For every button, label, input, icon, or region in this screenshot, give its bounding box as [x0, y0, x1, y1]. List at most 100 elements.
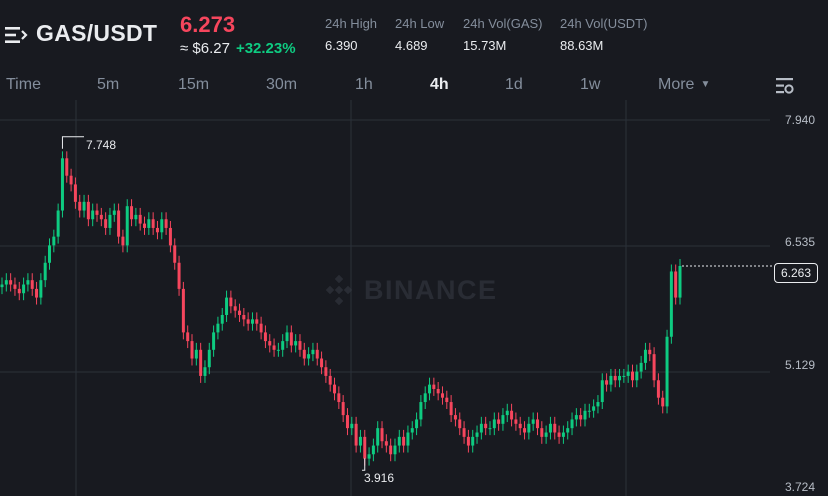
candle	[117, 203, 121, 244]
usd-price-line: ≈ $6.27 +32.23%	[180, 40, 296, 57]
candle	[298, 334, 302, 357]
candle	[592, 399, 596, 418]
chevron-down-icon: ▼	[700, 79, 711, 90]
pair-name[interactable]: GAS/USDT	[36, 20, 158, 46]
candle	[475, 425, 479, 444]
candle	[112, 203, 116, 222]
stat-label: 24h Vol(GAS)	[463, 16, 543, 31]
candle	[376, 421, 380, 453]
candle	[665, 329, 669, 414]
candle	[121, 229, 125, 253]
candle	[91, 203, 95, 227]
candle	[669, 264, 673, 344]
interval-tabs: Time 5m 15m 30m 1h 4h 1d 1w More ▼	[0, 74, 828, 100]
tab-4h[interactable]: 4h	[430, 76, 449, 93]
candle	[445, 390, 449, 410]
chart-settings-icon[interactable]	[774, 76, 796, 96]
stat-24h-vol-quote: 24h Vol(USDT) 88.63M	[560, 16, 647, 53]
price-chart[interactable]: BINANCE 7.940 6.535 5.129 3.724 6.263 7.…	[0, 100, 828, 496]
candle	[613, 368, 617, 388]
candle	[229, 290, 233, 314]
high-annotation: 7.748	[86, 138, 117, 152]
candle	[281, 334, 285, 357]
candle	[333, 377, 337, 401]
tab-30m[interactable]: 30m	[266, 76, 298, 93]
tab-more[interactable]: More ▼	[658, 76, 710, 94]
candle	[320, 351, 324, 375]
candle	[22, 277, 26, 301]
candle	[48, 238, 52, 270]
candle	[618, 368, 622, 388]
stat-value: 15.73M	[463, 38, 507, 53]
candle	[263, 325, 267, 349]
candle	[471, 429, 475, 453]
candle	[415, 412, 419, 436]
candle	[393, 438, 397, 462]
candle	[181, 281, 185, 340]
low-annotation: 3.916	[364, 471, 395, 485]
candle	[535, 412, 539, 436]
candle	[406, 425, 410, 453]
candle	[151, 212, 155, 235]
candle	[423, 386, 427, 410]
candle	[548, 416, 552, 440]
candle	[639, 355, 643, 379]
stat-value: 88.63M	[560, 38, 604, 53]
high-annotation-leader	[61, 136, 84, 149]
candle	[557, 425, 561, 444]
candle	[462, 421, 466, 444]
candle	[605, 373, 609, 392]
candle	[419, 395, 423, 427]
candle	[69, 168, 73, 192]
tab-1w[interactable]: 1w	[580, 76, 601, 93]
candle	[4, 273, 8, 292]
binance-logo-icon	[325, 274, 353, 306]
tab-1d[interactable]: 1d	[505, 76, 523, 93]
candle	[86, 194, 90, 227]
candle	[307, 347, 311, 366]
candle	[324, 360, 328, 383]
candle	[289, 325, 293, 353]
tab-5m[interactable]: 5m	[97, 76, 120, 93]
candle	[30, 273, 34, 296]
candle	[410, 421, 414, 440]
candle	[246, 312, 250, 331]
tab-1h[interactable]: 1h	[355, 76, 373, 93]
candle	[492, 412, 496, 436]
candle	[453, 408, 457, 427]
candle	[250, 312, 254, 331]
stat-value: 6.390	[325, 38, 358, 53]
candle	[626, 364, 630, 383]
candle	[186, 325, 190, 349]
candle	[661, 390, 665, 414]
candle	[272, 338, 276, 357]
chart-canvas[interactable]	[0, 100, 828, 496]
candle	[268, 334, 272, 353]
candle	[341, 395, 345, 423]
chart-overlays	[61, 136, 772, 471]
candle	[13, 277, 17, 296]
candle	[337, 386, 341, 410]
candle	[143, 216, 147, 235]
tab-15m[interactable]: 15m	[178, 76, 210, 93]
tab-more-label: More	[658, 76, 695, 93]
candle	[523, 421, 527, 440]
candle	[674, 264, 678, 305]
candle	[108, 207, 112, 235]
candle	[380, 421, 384, 449]
candle	[60, 151, 64, 218]
candle	[643, 342, 647, 370]
tab-time[interactable]: Time	[6, 76, 41, 93]
stat-24h-vol-base: 24h Vol(GAS) 15.73M	[463, 16, 543, 53]
candle	[518, 416, 522, 436]
candle	[95, 203, 99, 222]
candle	[648, 342, 652, 362]
y-tick-label: 7.940	[785, 113, 816, 127]
last-price: 6.273	[180, 12, 236, 37]
candle	[574, 408, 578, 427]
stat-label: 24h High	[325, 16, 378, 31]
stat-24h-high: 24h High 6.390	[325, 16, 377, 53]
menu-icon[interactable]	[4, 24, 28, 46]
y-tick-label: 6.535	[785, 235, 816, 249]
candle	[358, 429, 362, 453]
